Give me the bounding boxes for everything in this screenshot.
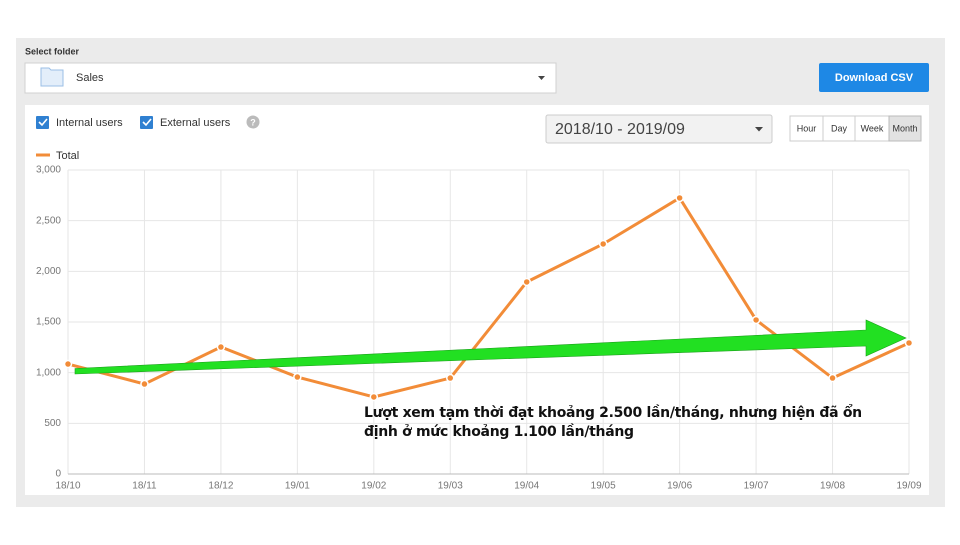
- y-tick-label: 1,500: [36, 317, 61, 328]
- filter-label: Internal users: [56, 117, 123, 129]
- point: [522, 277, 531, 287]
- check: [38, 118, 48, 127]
- help-icon[interactable]: [246, 115, 260, 129]
- x-tick-label: 19/09: [896, 481, 921, 492]
- legend-label: Total: [56, 150, 79, 162]
- annotation-box: Lượt xem tạm thời đạt khoảng 2.500 lần/t…: [364, 405, 862, 440]
- y-tick-label: 1,000: [36, 367, 61, 378]
- granularity-label: Week: [861, 123, 884, 133]
- x-tick-label: 18/11: [132, 481, 157, 492]
- x-tick-label: 18/10: [55, 481, 80, 492]
- folder-select[interactable]: [24, 62, 557, 94]
- folder-icon: [40, 67, 64, 87]
- help-text: ?: [250, 117, 256, 127]
- trend-arrow: [74, 319, 907, 375]
- filter-label: External users: [160, 117, 231, 129]
- x-tick-label: 19/06: [667, 481, 692, 492]
- granularity-button[interactable]: [888, 115, 922, 142]
- annotation: Lượt xem tạm thời đạt khoảng 2.500 lần/t…: [364, 405, 862, 440]
- x-tick-label: 19/01: [285, 481, 310, 492]
- x-tick-label: 19/02: [361, 481, 386, 492]
- granularity-button[interactable]: [822, 115, 856, 142]
- point: [904, 338, 914, 348]
- dropdown-arrow: [538, 76, 545, 80]
- point: [751, 315, 761, 325]
- granularity-button[interactable]: [854, 115, 890, 142]
- point: [369, 392, 379, 402]
- point: [140, 379, 149, 389]
- y-tick-label: 2,500: [36, 215, 61, 226]
- y-tick-label: 0: [55, 469, 61, 480]
- folder-value: Sales: [76, 72, 104, 84]
- x-tick-label: 18/12: [208, 481, 233, 492]
- point: [63, 359, 73, 369]
- granularity-label: Month: [892, 123, 917, 133]
- checkbox[interactable]: [140, 116, 153, 129]
- point: [675, 193, 684, 203]
- date-select[interactable]: [545, 114, 773, 144]
- x-tick-label: 19/03: [438, 481, 463, 492]
- dropdown-arrow: [755, 127, 763, 132]
- download-button[interactable]: [819, 63, 929, 92]
- chart: 0 500 1,000 1,500 2,000 2,500 3,000 18/10 18/11 1…: [36, 150, 922, 492]
- point: [828, 373, 837, 383]
- point: [216, 342, 226, 352]
- point: [598, 239, 608, 249]
- point: [446, 373, 455, 383]
- granularity-label: Day: [831, 123, 848, 133]
- x-tick-label: 19/04: [514, 481, 539, 492]
- download-label: Download CSV: [835, 72, 914, 84]
- y-tick-label: 3,000: [36, 165, 61, 176]
- x-tick-label: 19/07: [744, 481, 769, 492]
- date-range: 2018/10 - 2019/09: [555, 121, 685, 138]
- checkbox[interactable]: [36, 116, 49, 129]
- folder-label: Select folder: [25, 46, 80, 56]
- x-tick-label: 19/08: [820, 481, 845, 492]
- y-tick-label: 500: [44, 418, 61, 429]
- granularity-label: Hour: [797, 123, 817, 133]
- granularity-button[interactable]: [789, 115, 824, 142]
- series-line: [67, 195, 910, 399]
- point: [293, 372, 302, 382]
- check: [142, 118, 152, 127]
- x-tick-label: 19/05: [591, 481, 616, 492]
- y-tick-label: 2,000: [36, 266, 61, 277]
